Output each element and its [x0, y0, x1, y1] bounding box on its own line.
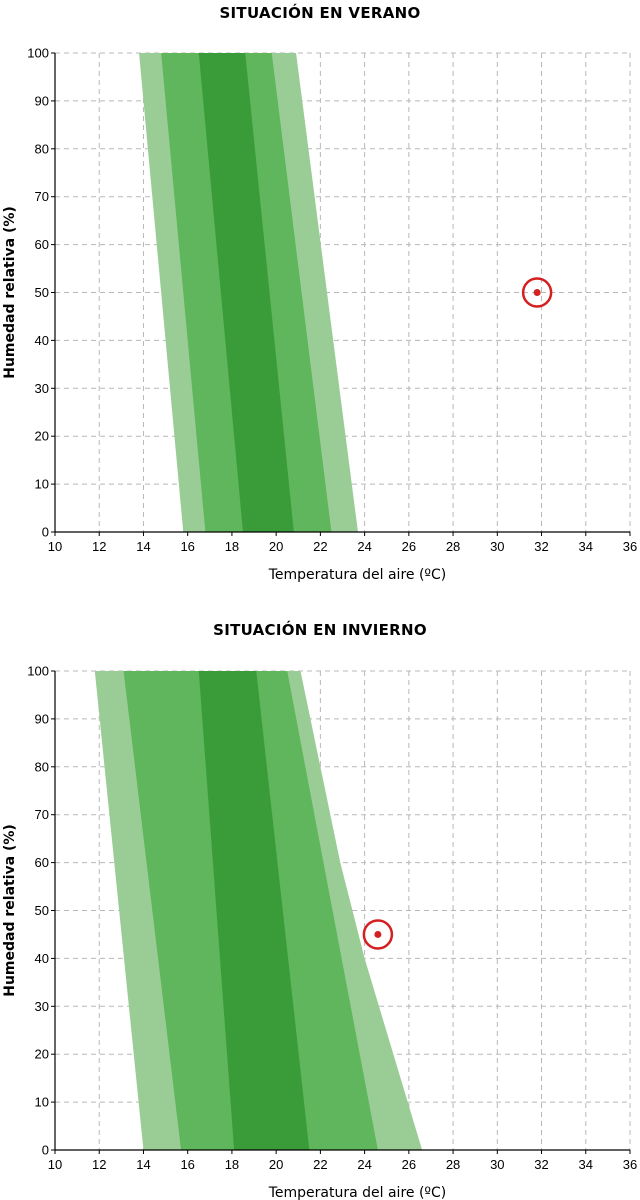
y-tick-label: 100 [27, 664, 49, 679]
y-axis-label: Humedad relativa (%) [2, 824, 18, 997]
y-tick-label: 0 [42, 1143, 49, 1158]
x-tick-label: 26 [402, 539, 416, 554]
chart-title: SITUACIÓN EN VERANO [219, 4, 421, 22]
summer-plot: 10 12 14 16 18 20 22 24 26 28 30 32 34 36010203040506… [2, 46, 637, 584]
x-tick-label: 10 [48, 539, 62, 554]
x-tick-label: 26 [402, 1157, 416, 1172]
y-tick-label: 30 [35, 381, 49, 396]
chart-title: SITUACIÓN EN INVIERNO [213, 621, 427, 639]
x-tick-label: 36 [623, 539, 637, 554]
y-tick-label: 100 [27, 46, 49, 61]
y-tick-label: 50 [35, 285, 49, 300]
y-tick-label: 40 [35, 951, 49, 966]
x-tick-label: 30 [490, 1157, 504, 1172]
y-tick-label: 0 [42, 525, 49, 540]
y-tick-label: 70 [35, 807, 49, 822]
winter-plot: 10 12 14 16 18 20 22 24 26 28 30 32 34 36010203040506… [2, 664, 637, 1200]
x-tick-label: 10 [48, 1157, 62, 1172]
x-tick-label: 32 [534, 1157, 548, 1172]
x-tick-label: 14 [136, 539, 150, 554]
comfort-band-inner [198, 53, 294, 532]
point-dot [533, 289, 541, 296]
y-tick-label: 80 [35, 759, 49, 774]
x-tick-label: 12 [92, 539, 106, 554]
y-tick-label: 40 [35, 333, 49, 348]
x-tick-label: 16 [180, 1157, 194, 1172]
x-tick-label: 28 [446, 539, 460, 554]
summer-chart: SITUACIÓN EN VERANO 10 12 14 16 18 20 22 24 26 28… [2, 4, 637, 584]
y-tick-label: 70 [35, 189, 49, 204]
x-tick-label: 24 [357, 1157, 371, 1172]
x-tick-label: 16 [180, 539, 194, 554]
x-tick-label: 24 [357, 539, 371, 554]
x-tick-label: 18 [225, 539, 239, 554]
x-tick-label: 12 [92, 1157, 106, 1172]
x-tick-label: 20 [269, 539, 283, 554]
y-tick-label: 20 [35, 1047, 49, 1062]
y-tick-label: 50 [35, 903, 49, 918]
x-tick-label: 22 [313, 1157, 327, 1172]
y-axis-label: Humedad relativa (%) [2, 206, 18, 379]
y-tick-label: 60 [35, 855, 49, 870]
y-tick-label: 20 [35, 429, 49, 444]
y-tick-label: 90 [35, 711, 49, 726]
x-axis-label: Temperatura del aire (ºC) [268, 1185, 447, 1200]
x-tick-label: 32 [534, 539, 548, 554]
x-tick-label: 28 [446, 1157, 460, 1172]
x-tick-label: 22 [313, 539, 327, 554]
comfort-band-inner [198, 671, 310, 1150]
x-tick-label: 30 [490, 539, 504, 554]
x-tick-label: 36 [623, 1157, 637, 1172]
y-tick-label: 90 [35, 93, 49, 108]
condition-point [362, 919, 394, 950]
point-dot [374, 930, 382, 938]
x-tick-label: 14 [136, 1157, 150, 1172]
y-tick-label: 10 [35, 477, 49, 492]
y-tick-label: 80 [35, 141, 49, 156]
y-tick-label: 60 [35, 237, 49, 252]
x-tick-label: 18 [225, 1157, 239, 1172]
x-tick-label: 20 [269, 1157, 283, 1172]
winter-chart: SITUACIÓN EN INVIERNO 10 12 14 16 18 20 22 24 26… [0, 600, 640, 1200]
y-tick-label: 30 [35, 999, 49, 1014]
point-ring [362, 919, 394, 950]
x-tick-label: 34 [579, 1157, 593, 1172]
condition-point [521, 277, 553, 308]
y-tick-label: 10 [35, 1095, 49, 1110]
x-tick-label: 34 [579, 539, 593, 554]
point-ring [521, 277, 553, 308]
x-axis-label: Temperatura del aire (ºC) [268, 567, 447, 583]
